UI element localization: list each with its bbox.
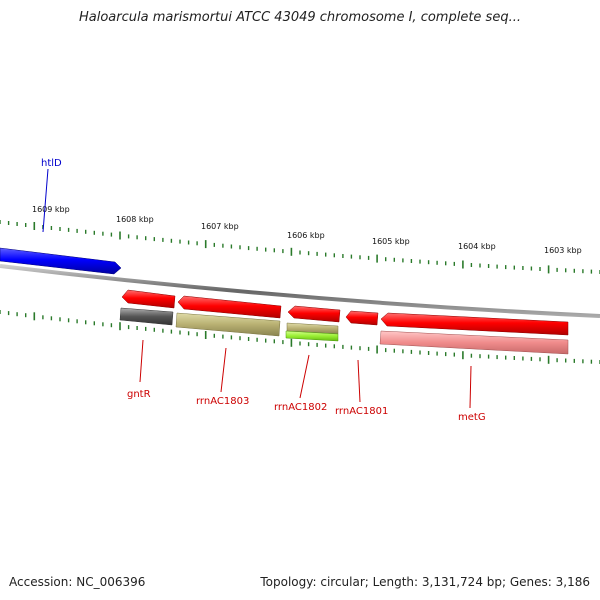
feature-bar-rrnAC1802-b[interactable] [285,330,339,342]
gene-labels: htlD gntR rrnAC1803 rrnAC1802 rrnAC1801 … [41,158,486,423]
kbp-label-1609: 1609 kbp [32,205,70,214]
label-leader-lines [42,168,472,409]
gene-htlD[interactable] [0,247,122,275]
leader-metG [469,365,472,409]
gene-rrnAC1801[interactable] [345,310,379,326]
feature-bar-gntR[interactable] [119,307,174,326]
leader-rrnAC1801 [357,359,361,403]
gene-label-gntR[interactable]: gntR [127,389,151,400]
leader-gntR [139,339,144,383]
kbp-label-1605: 1605 kbp [372,237,410,246]
kbp-label-1603: 1603 kbp [544,246,582,255]
map-title: Haloarcula marismortui ATCC 43049 chromo… [79,10,521,25]
chromosome-backbone [0,264,600,318]
feature-bar-metG[interactable] [379,330,569,355]
feature-bars [119,307,569,355]
gene-rrnAC1803[interactable] [177,295,282,319]
leader-htlD [42,168,49,233]
gene-metG[interactable] [380,312,569,336]
accession-info: Accession: NC_006396 [9,575,146,589]
feature-bar-rrnAC1803[interactable] [175,312,281,337]
kbp-label-1604: 1604 kbp [458,242,496,251]
reverse-strand-genes [121,289,569,336]
gene-label-rrnAC1801[interactable]: rrnAC1801 [335,406,388,417]
outer-tick-ring [0,220,600,274]
kbp-label-1608: 1608 kbp [116,215,154,224]
gene-label-htlD[interactable]: htlD [41,158,62,169]
kbp-label-1607: 1607 kbp [201,222,239,231]
inner-tick-ring [0,310,600,364]
leader-rrnAC1802 [299,354,310,399]
gene-rrnAC1802[interactable] [287,305,341,323]
gene-label-metG[interactable]: metG [458,412,486,423]
kbp-scale-labels: 1609 kbp 1608 kbp 1607 kbp 1606 kbp 1605… [32,205,582,255]
gene-gntR[interactable] [121,289,176,309]
leader-rrnAC1803 [220,347,227,393]
gene-label-rrnAC1803[interactable]: rrnAC1803 [196,396,249,407]
topology-info: Topology: circular; Length: 3,131,724 bp… [260,575,590,589]
kbp-label-1606: 1606 kbp [287,231,325,240]
gene-label-rrnAC1802[interactable]: rrnAC1802 [274,402,327,413]
